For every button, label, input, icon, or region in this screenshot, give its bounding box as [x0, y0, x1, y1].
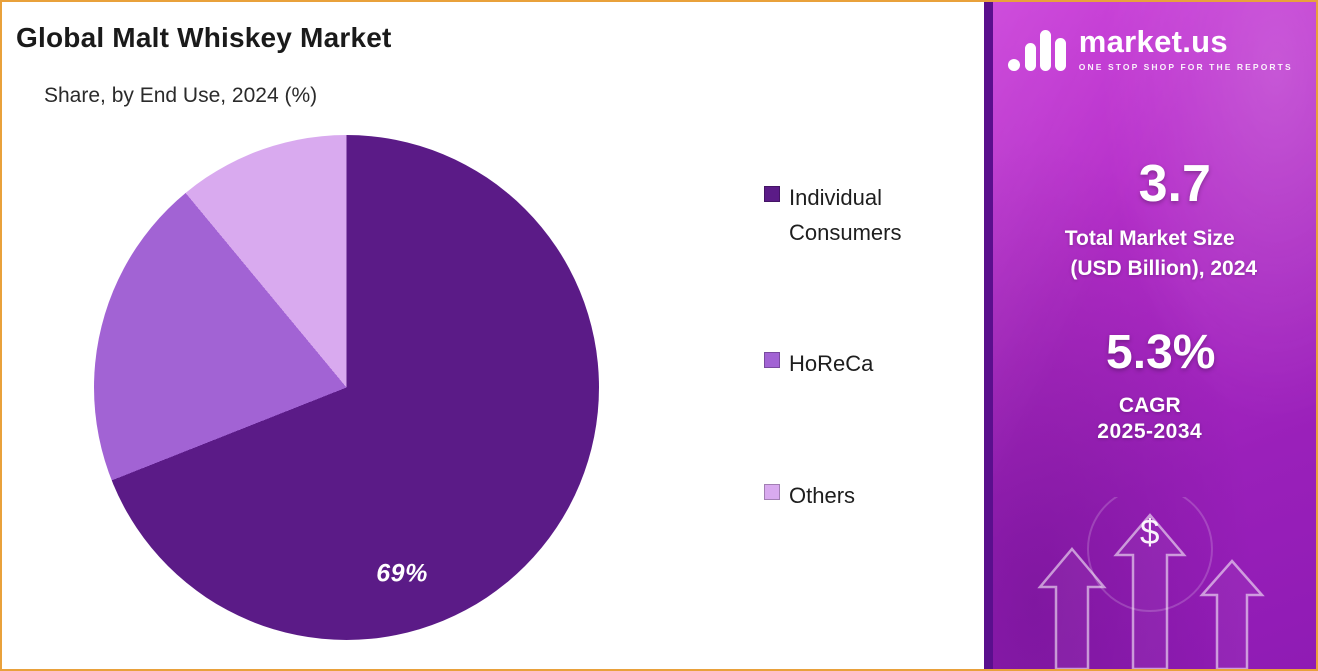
legend-label: Individual Consumers	[789, 185, 902, 246]
sidebar: market.us ONE STOP SHOP FOR THE REPORTS …	[983, 2, 1317, 669]
cagr-label: CAGR	[1118, 393, 1181, 417]
market-size-label-line1: Total Market Size	[1064, 227, 1235, 250]
up-arrows-decoration	[1036, 497, 1265, 669]
legend-swatch	[764, 483, 780, 500]
sidebar-accent-strip	[983, 2, 993, 669]
market-size-label-line2: (USD Billion), 2024	[1070, 257, 1258, 281]
chart-subtitle: Share, by End Use, 2024 (%)	[44, 84, 318, 107]
logo-tagline: ONE STOP SHOP FOR THE REPORTS	[1078, 62, 1293, 72]
legend-label: Others	[789, 482, 856, 508]
legend-swatch	[764, 186, 780, 202]
legend-swatch	[764, 352, 780, 369]
legend-item: HoReCa	[764, 346, 964, 381]
pie-chart-wrap: 69%	[94, 135, 599, 640]
market-size-label: Total Market Size (USD Billion), 2024	[1042, 224, 1257, 285]
legend-item: Others	[764, 478, 964, 513]
chart-legend: Individual Consumers HoReCa Others	[764, 180, 964, 513]
cagr-value: 5.3%	[1106, 325, 1216, 379]
sidebar-decoration: $	[984, 469, 1317, 669]
chart-title: Global Malt Whiskey Market	[16, 22, 392, 53]
pie-chart	[94, 135, 599, 640]
market-size-value: 3.7	[1138, 155, 1211, 213]
logo-text: market.us	[1078, 24, 1228, 59]
pie-slice-label: 69%	[376, 559, 428, 588]
marketus-logo: market.us ONE STOP SHOP FOR THE REPORTS	[1007, 26, 1293, 72]
legend-label: HoReCa	[789, 351, 874, 377]
chart-area: Global Malt Whiskey Market Share, by End…	[2, 2, 984, 669]
logo-text-wrap: market.us ONE STOP SHOP FOR THE REPORTS	[1079, 26, 1293, 72]
legend-item: Individual Consumers	[764, 180, 964, 250]
dollar-symbol: $	[1140, 513, 1160, 552]
marketus-logo-icon	[1007, 26, 1069, 72]
cagr-period: 2025-2034	[1097, 419, 1203, 443]
